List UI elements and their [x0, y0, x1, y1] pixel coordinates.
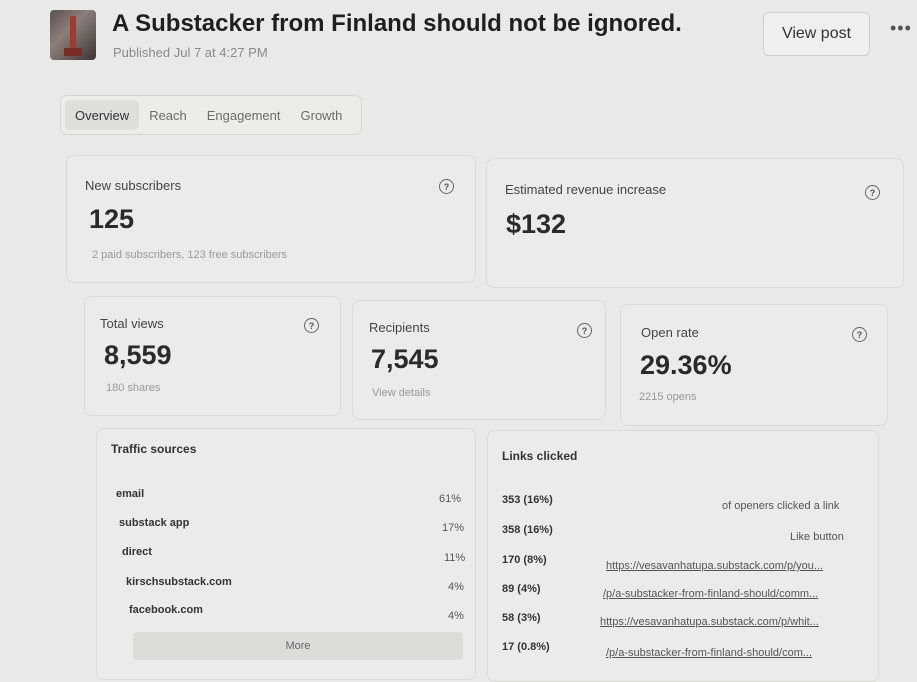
link-click-count: 170 (8%): [502, 554, 547, 566]
revenue-value: $132: [506, 209, 567, 239]
tab-engagement[interactable]: Engagement: [206, 107, 281, 123]
links-clicked-card: [487, 430, 879, 682]
tab-growth[interactable]: Growth: [300, 107, 343, 123]
link-click-count: 358 (16%): [502, 524, 553, 536]
traffic-sources-title: Traffic sources: [111, 442, 197, 456]
traffic-source-pct: 11%: [444, 552, 466, 564]
link-url[interactable]: https://vesavanhatupa.substack.com/p/whi…: [600, 616, 819, 628]
revenue-card: Estimated revenue increase ? $132: [486, 158, 904, 288]
revenue-label: Estimated revenue increase: [505, 182, 667, 197]
link-click-count: 353 (16%): [502, 494, 553, 506]
new-subscribers-value: 125: [89, 204, 135, 234]
total-views-label: Total views: [100, 316, 164, 331]
traffic-source-name: direct: [122, 546, 152, 558]
view-post-button[interactable]: View post: [763, 12, 870, 56]
new-subscribers-breakdown: 2 paid subscribers, 123 free subscribers: [92, 249, 288, 261]
open-rate-value: 29.36%: [640, 350, 732, 380]
open-rate-card: Open rate ? 29.36% 2215 opens: [620, 304, 888, 426]
published-date: Published Jul 7 at 4:27 PM: [113, 45, 268, 60]
total-views-shares: 180 shares: [106, 382, 161, 394]
total-views-value: 8,559: [104, 340, 172, 370]
link-click-count: 58 (3%): [502, 612, 541, 624]
tower-image: [70, 16, 76, 56]
traffic-more-button[interactable]: More: [133, 632, 463, 660]
post-title: A Substacker from Finland should not be …: [112, 10, 682, 37]
traffic-source-name: kirschsubstack.com: [126, 576, 232, 588]
traffic-source-pct: 4%: [448, 581, 464, 593]
open-rate-opens: 2215 opens: [639, 391, 697, 403]
link-click-count: 89 (4%): [502, 583, 541, 595]
traffic-source-pct: 17%: [442, 522, 465, 534]
help-icon[interactable]: ?: [852, 327, 867, 342]
total-views-card: Total views ? 8,559 180 shares: [84, 296, 341, 416]
new-subscribers-card: New subscribers ? 125 2 paid subscribers…: [66, 155, 476, 283]
traffic-source-pct: 4%: [448, 610, 464, 622]
tab-reach[interactable]: Reach: [149, 107, 187, 123]
open-rate-label: Open rate: [641, 325, 699, 340]
recipients-card: Recipients ? 7,545 View details: [352, 300, 606, 420]
links-clicked-title: Links clicked: [502, 449, 578, 463]
link-description: of openers clicked a link: [722, 500, 840, 512]
new-subscribers-label: New subscribers: [85, 178, 182, 193]
view-details-link[interactable]: View details: [372, 387, 431, 399]
help-icon[interactable]: ?: [304, 318, 319, 333]
post-thumbnail[interactable]: [50, 10, 96, 60]
help-icon[interactable]: ?: [577, 323, 592, 338]
link-url[interactable]: https://vesavanhatupa.substack.com/p/you…: [606, 560, 824, 572]
post-header: A Substacker from Finland should not be …: [0, 0, 917, 80]
traffic-source-name: email: [116, 488, 145, 500]
help-icon[interactable]: ?: [439, 179, 454, 194]
link-url[interactable]: /p/a-substacker-from-finland-should/com.…: [606, 647, 813, 659]
stats-tabs: Overview Reach Engagement Growth: [60, 95, 362, 135]
recipients-label: Recipients: [369, 320, 430, 335]
link-description: Like button: [790, 531, 844, 543]
traffic-source-name: substack app: [119, 517, 190, 529]
traffic-source-pct: 61%: [439, 493, 462, 505]
traffic-source-name: facebook.com: [129, 604, 203, 616]
tab-overview[interactable]: Overview: [65, 100, 140, 130]
tower-base-image: [64, 48, 82, 56]
help-icon[interactable]: ?: [865, 185, 880, 200]
link-click-count: 17 (0.8%): [502, 641, 550, 653]
recipients-value: 7,545: [371, 344, 439, 374]
link-url[interactable]: /p/a-substacker-from-finland-should/comm…: [603, 588, 819, 600]
more-options-icon[interactable]: •••: [890, 18, 912, 38]
